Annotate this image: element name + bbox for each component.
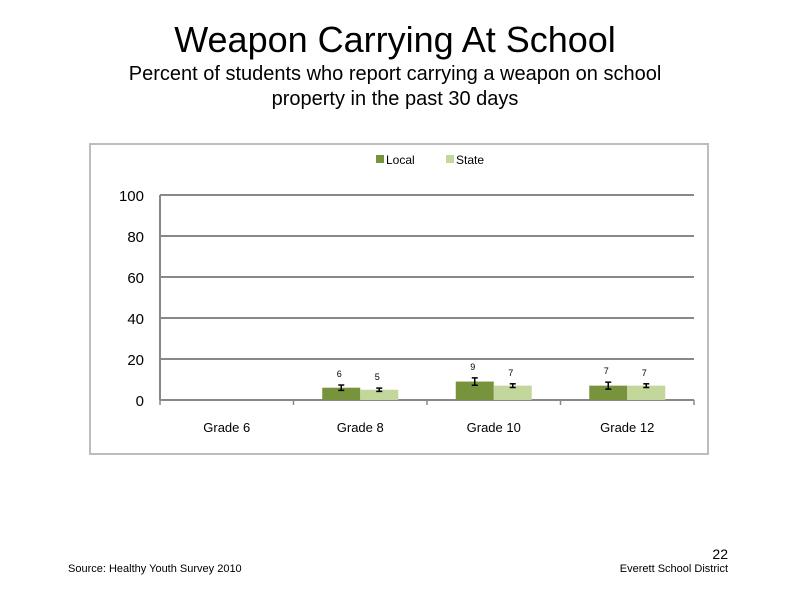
data-label: 7 — [604, 366, 609, 376]
x-tick-label: Grade 12 — [600, 420, 654, 435]
source-text: Source: Healthy Youth Survey 2010 — [68, 563, 242, 575]
bar-local — [589, 385, 628, 400]
slide-title: Weapon Carrying At School — [174, 19, 616, 60]
y-tick-label: 100 — [119, 188, 144, 205]
bar-state — [627, 385, 666, 400]
legend-swatch-local — [376, 155, 384, 163]
legend-swatch-state — [446, 155, 454, 163]
data-label: 9 — [470, 362, 475, 372]
data-label: 5 — [375, 372, 380, 382]
district-name: Everett School District — [619, 563, 728, 575]
bar-state — [360, 389, 399, 400]
y-tick-label: 40 — [127, 311, 144, 328]
y-tick-label: 20 — [127, 352, 144, 369]
legend-label: Local — [386, 153, 415, 167]
slide-subtitle: Percent of students who report carrying … — [128, 63, 662, 110]
y-tick-label: 80 — [127, 229, 144, 246]
bar-local — [455, 381, 494, 400]
bar-local — [322, 387, 361, 400]
chart-frame — [89, 143, 709, 455]
x-tick-label: Grade 6 — [203, 420, 250, 435]
bar-state — [493, 385, 532, 400]
legend-label: State — [456, 153, 484, 167]
slide-number: 22 — [712, 546, 728, 562]
x-tick-label: Grade 10 — [467, 420, 521, 435]
y-tick-label: 60 — [127, 270, 144, 287]
data-label: 7 — [642, 368, 647, 378]
data-label: 6 — [337, 369, 342, 379]
x-tick-label: Grade 8 — [337, 420, 384, 435]
data-label: 7 — [508, 368, 513, 378]
y-tick-label: 0 — [136, 393, 144, 410]
